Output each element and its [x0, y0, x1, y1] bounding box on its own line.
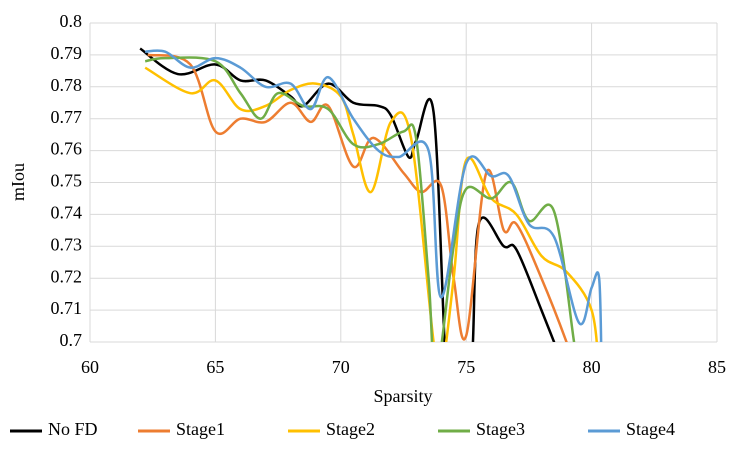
legend-label: Stage1 — [176, 419, 225, 439]
y-tick-label: 0.75 — [51, 171, 83, 191]
y-tick-label: 0.79 — [51, 43, 83, 63]
x-tick-label: 65 — [206, 357, 224, 377]
series-line — [145, 49, 603, 342]
x-tick-label: 70 — [332, 357, 350, 377]
series-line — [139, 47, 556, 342]
y-tick-label: 0.73 — [51, 234, 83, 254]
x-tick-label: 80 — [583, 357, 601, 377]
x-axis-title: Sparsity — [373, 386, 432, 406]
x-tick-label: 75 — [457, 357, 475, 377]
legend-label: Stage2 — [326, 419, 375, 439]
y-tick-label: 0.76 — [51, 139, 83, 159]
y-tick-label: 0.77 — [51, 107, 83, 127]
y-tick-label: 0.74 — [51, 203, 83, 223]
series-line — [144, 66, 598, 342]
y-tick-label: 0.7 — [60, 330, 83, 350]
y-axis-title: mIou — [8, 163, 28, 201]
legend-label: Stage4 — [626, 419, 675, 439]
plot-area — [139, 47, 603, 342]
y-tick-label: 0.8 — [60, 11, 83, 31]
legend-label: No FD — [48, 419, 98, 439]
x-tick-label: 60 — [81, 357, 99, 377]
y-tick-label: 0.72 — [51, 266, 83, 286]
legend-label: Stage3 — [476, 419, 525, 439]
x-tick-label: 85 — [708, 357, 726, 377]
y-tick-label: 0.78 — [51, 75, 83, 95]
y-tick-label: 0.71 — [51, 298, 83, 318]
series-line — [147, 53, 568, 342]
